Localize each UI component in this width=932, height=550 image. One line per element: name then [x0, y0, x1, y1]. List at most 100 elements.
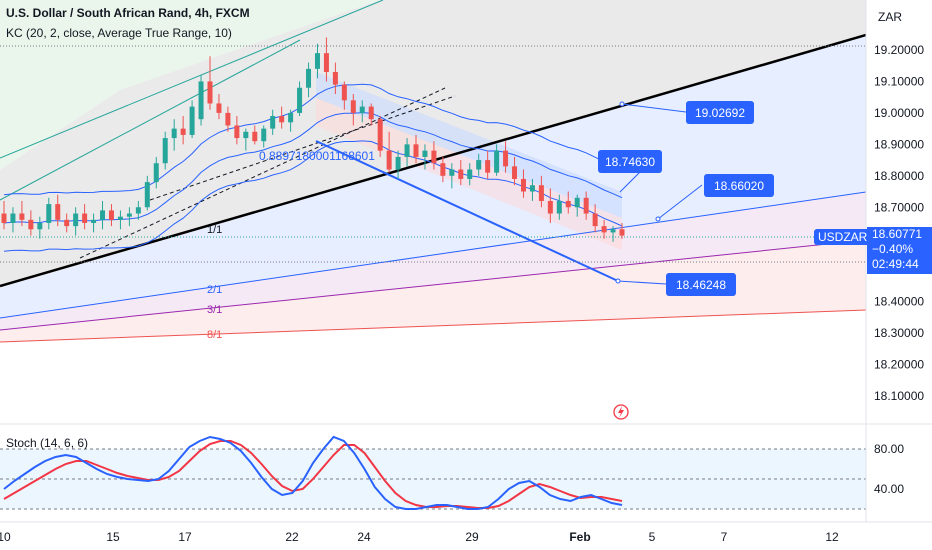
last-price-change: −0.40% — [872, 242, 914, 256]
candle-body — [55, 204, 61, 220]
candle-body — [180, 128, 186, 135]
drawing-zones — [0, 0, 866, 343]
pitchfork-median-dash-2 — [149, 95, 456, 201]
indicator-title[interactable]: KC (20, 2, close, Average True Range, 10… — [6, 26, 232, 40]
candle-body — [297, 87, 303, 113]
candle-body — [520, 178, 526, 192]
price-label-box[interactable] — [666, 273, 736, 296]
candle-body — [565, 200, 571, 208]
fan-ratio-label: 2/1 — [207, 284, 222, 296]
price-tick-label: 18.30000 — [874, 326, 924, 340]
stoch-tick-label: 40.00 — [874, 482, 904, 496]
candle-body — [28, 219, 34, 230]
candle-body — [126, 213, 132, 217]
fan-line-8-1 — [0, 309, 866, 343]
candle-body — [377, 119, 383, 151]
candle-body — [10, 213, 16, 223]
candle-body — [1, 213, 7, 223]
candle-body — [306, 68, 312, 88]
last-price-badge: 18.60771 −0.40% 02:49:44 — [867, 227, 932, 274]
price-tick-label: 18.70000 — [874, 200, 924, 214]
fan-purple-zone — [0, 192, 866, 330]
price-tick-label: 18.20000 — [874, 358, 924, 372]
candle-body — [503, 150, 509, 167]
price-label-text: 18.74630 — [605, 155, 655, 169]
candle-body — [279, 116, 285, 123]
candle-body — [529, 185, 535, 192]
stoch-axis: 80.00 40.00 — [874, 442, 904, 496]
currency-label[interactable]: ZAR — [878, 10, 902, 24]
time-tick-label: 17 — [178, 530, 192, 544]
pitchfork-upper-line — [0, 0, 384, 159]
time-tick-label: 10 — [0, 530, 11, 544]
price-axis[interactable]: 19.20000 19.10000 19.00000 18.90000 18.80000… — [874, 43, 924, 403]
candle-body — [144, 182, 150, 208]
fan-line-2-1 — [0, 239, 866, 331]
label-anchor-3 — [655, 216, 661, 222]
candle-body — [574, 197, 580, 208]
candle-body — [538, 185, 544, 201]
price-label-box[interactable] — [686, 101, 754, 124]
keltner-upper — [3, 83, 623, 196]
keltner-lower — [3, 140, 623, 252]
alert-lightning-icon[interactable] — [613, 404, 629, 420]
time-tick-label: 29 — [465, 530, 479, 544]
time-tick-label: 22 — [285, 530, 299, 544]
label-connector-1 — [621, 103, 687, 113]
last-price-value: 18.60771 — [872, 227, 923, 241]
stoch-tick-label: 80.00 — [874, 442, 904, 456]
fan-line-1-1 — [0, 191, 866, 319]
price-label-text: 19.02692 — [695, 106, 745, 120]
candle-body — [288, 112, 294, 123]
price-label-text: 18.46248 — [676, 278, 726, 292]
candle-body — [100, 210, 106, 220]
candle-body — [225, 112, 231, 126]
candle-body — [512, 166, 518, 179]
fan-ratio-label: 3/1 — [207, 304, 222, 316]
candle-body — [494, 150, 500, 173]
label-anchor-1 — [619, 101, 625, 107]
label-anchor-4 — [615, 278, 621, 284]
candle-body — [270, 116, 276, 129]
candle-body — [386, 150, 392, 170]
candle-body — [601, 226, 607, 233]
candle-body — [556, 200, 562, 214]
price-tick-label: 19.00000 — [874, 106, 924, 120]
price-tick-label: 18.40000 — [874, 295, 924, 309]
price-label-box[interactable] — [598, 150, 662, 173]
candle-body — [350, 100, 356, 113]
stoch-k-line — [3, 435, 623, 510]
candle-body — [449, 169, 455, 176]
candle-body — [135, 207, 141, 214]
stoch-title[interactable]: Stoch (14, 6, 6) — [6, 436, 89, 450]
time-tick-label: Feb — [569, 530, 590, 544]
candle-body — [422, 150, 428, 157]
candle-body — [82, 213, 88, 223]
time-tick-label: 5 — [649, 530, 656, 544]
candle-body — [341, 84, 347, 101]
label-connector-4 — [617, 280, 667, 285]
candle-body — [440, 163, 446, 176]
candle-body — [619, 229, 625, 236]
price-tick-label: 18.80000 — [874, 169, 924, 183]
price-tick-label: 19.10000 — [874, 74, 924, 88]
candle-body — [314, 53, 320, 69]
candle-body — [207, 81, 213, 104]
candle-body — [171, 128, 177, 139]
candle-body — [261, 128, 267, 142]
price-label-box[interactable] — [704, 174, 774, 197]
symbol-title[interactable]: U.S. Dollar / South African Rand, 4h, FX… — [6, 6, 250, 20]
candle-body — [108, 210, 114, 220]
pitchfork-lower-line — [0, 39, 301, 201]
fib-value-label: 0.8897180001168601 — [259, 149, 375, 163]
candle-body — [395, 156, 401, 170]
price-tick-label: 18.90000 — [874, 137, 924, 151]
fan-red-zone — [0, 240, 866, 342]
time-axis[interactable]: 10 15 17 22 24 29 Feb 5 7 12 — [0, 530, 839, 544]
candle-body — [198, 81, 204, 120]
candle-body — [37, 222, 43, 230]
keltner-basis — [3, 112, 623, 224]
time-tick-label: 7 — [721, 530, 728, 544]
